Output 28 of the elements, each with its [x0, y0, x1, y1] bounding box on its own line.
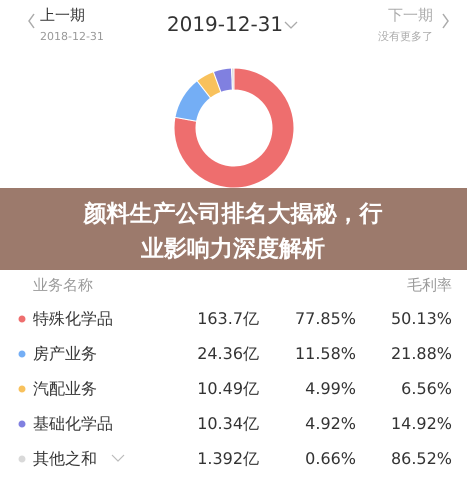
text: 50.13%: [390, 309, 452, 328]
text: 163.7亿: [197, 309, 259, 328]
data-label: 4.99%: [305, 379, 356, 398]
text: 10.34亿: [197, 414, 259, 433]
legend-label: 房产业务: [33, 344, 97, 363]
data-label: 4.92%: [305, 414, 356, 433]
text: 14.92%: [390, 414, 452, 433]
data-label: 11.58%: [294, 344, 356, 363]
text: 毛利率: [407, 276, 452, 294]
text: 86.52%: [390, 449, 452, 468]
text: 下一期: [388, 6, 433, 24]
legend-label: 特殊化学品: [33, 309, 113, 328]
data-label: 77.85%: [294, 309, 356, 328]
text: 上一期: [40, 6, 85, 24]
data-label: 0.66%: [305, 449, 356, 468]
text: 业务名称: [33, 276, 93, 294]
chart-subtitle: 2019-12-31: [166, 12, 284, 36]
legend-label: 汽配业务: [33, 379, 97, 398]
text: 21.88%: [390, 344, 452, 363]
text: 24.36亿: [197, 344, 259, 363]
text: 1.392亿: [197, 449, 259, 468]
text: 6.56%: [401, 379, 452, 398]
legend-label: 基础化学品: [33, 414, 113, 433]
text: 10.49亿: [197, 379, 259, 398]
text: 2018-12-31: [40, 30, 104, 43]
text: 没有更多了: [378, 30, 433, 43]
legend-label: 其他之和: [33, 449, 97, 468]
text: 颜料生产公司排名大揭秘，行业影响力深度解析: [82, 201, 382, 262]
